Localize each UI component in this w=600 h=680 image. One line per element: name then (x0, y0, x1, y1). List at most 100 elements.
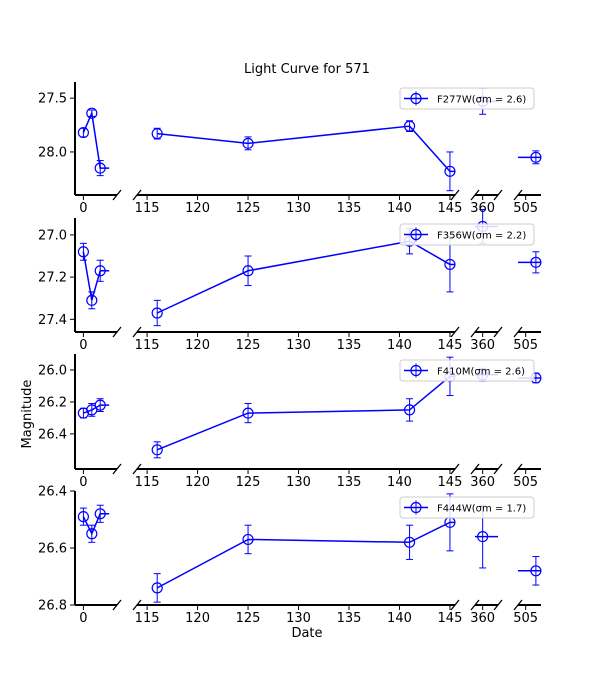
data-marker (242, 407, 254, 419)
panel-f410m: 0 115 120 125 130 135 140 145 360 505 26.0 26.2 26.4… (38, 354, 542, 490)
x-tick-label: 125 (236, 338, 261, 353)
data-marker (94, 508, 106, 520)
data-marker (530, 565, 542, 577)
chart-title: Light Curve for 571 (244, 62, 370, 77)
x-tick-label: 120 (185, 338, 210, 353)
data-point (530, 251, 542, 274)
data-marker (242, 533, 254, 546)
data-point (77, 126, 90, 139)
x-tick-label: 120 (185, 201, 210, 216)
data-marker (77, 246, 90, 258)
legend-box (399, 496, 535, 519)
x-tick-label: 505 (513, 201, 538, 216)
x-tick-label: 115 (135, 201, 160, 216)
data-point (86, 403, 98, 417)
series-line (156, 240, 455, 314)
axis-break-mark (513, 463, 523, 475)
x-tick-label: 125 (236, 611, 261, 626)
x-tick-label: 130 (286, 201, 311, 216)
y-axis-label: Magnitude (20, 380, 35, 449)
x-tick-label: 140 (387, 611, 412, 626)
series-line (82, 110, 110, 169)
x-tick-label: 140 (387, 475, 412, 490)
data-point (86, 107, 98, 119)
x-tick-label: 145 (438, 611, 463, 626)
axis-break-mark (132, 599, 142, 611)
axis-break-mark (112, 463, 122, 475)
y-tick-label: 26.2 (38, 395, 67, 410)
data-point (77, 242, 90, 261)
axis-break-mark (132, 189, 142, 201)
x-tick-label: 135 (337, 611, 362, 626)
data-marker (242, 265, 254, 277)
y-tick-label: 27.2 (38, 271, 67, 286)
axis-break-mark (493, 326, 503, 338)
series-line (156, 521, 455, 589)
data-point (530, 556, 542, 586)
axis-break-mark (450, 599, 460, 611)
data-point (94, 504, 106, 523)
data-point (444, 151, 456, 192)
legend-label: F444W(σm = 1.7) (437, 504, 526, 515)
axis-break-mark (513, 189, 523, 201)
data-marker (151, 307, 163, 319)
x-tick-label: 360 (470, 475, 495, 490)
x-tick-label: 145 (438, 475, 463, 490)
x-tick-label: 0 (79, 475, 87, 490)
axis-break-mark (450, 463, 460, 475)
x-tick-label: 505 (513, 611, 538, 626)
x-tick-label: 145 (438, 201, 463, 216)
data-point (403, 120, 416, 133)
data-marker (86, 107, 98, 119)
x-tick-label: 115 (135, 475, 160, 490)
legend-box (399, 87, 535, 110)
axis-break-mark (470, 599, 480, 611)
data-marker (477, 530, 489, 543)
data-point (94, 398, 106, 412)
axis-break-mark (493, 463, 503, 475)
x-tick-label: 130 (286, 338, 311, 353)
panels-group: 0 115 120 125 130 135 140 145 360 505 27.5 28.0 F277… (38, 82, 542, 626)
x-tick-label: 360 (470, 338, 495, 353)
x-tick-label: 120 (185, 475, 210, 490)
x-tick-label: 0 (79, 201, 87, 216)
legend: F410M(σm = 2.6) (399, 359, 535, 382)
data-point (151, 441, 163, 459)
data-marker (94, 399, 106, 411)
data-marker (403, 120, 416, 132)
legend-marker (410, 92, 422, 105)
panel-f277w: 0 115 120 125 130 135 140 145 360 505 27.5 28.0 F277… (38, 82, 542, 216)
series-line (157, 125, 455, 173)
data-point (86, 291, 98, 310)
axis-break-mark (493, 189, 503, 201)
axis-break-mark (493, 599, 503, 611)
legend-label: F410M(σm = 2.6) (437, 367, 525, 378)
y-tick-label: 26.0 (38, 363, 67, 378)
x-tick-label: 140 (387, 338, 412, 353)
data-marker (444, 258, 456, 271)
data-point (151, 573, 163, 603)
axis-break-mark (513, 599, 523, 611)
x-tick-label: 360 (470, 611, 495, 626)
x-tick-label: 505 (513, 338, 538, 353)
series-line (82, 251, 110, 301)
x-tick-label: 135 (337, 338, 362, 353)
legend-box (399, 223, 535, 246)
data-marker (444, 165, 456, 177)
data-marker (151, 128, 163, 140)
x-tick-label: 145 (438, 338, 463, 353)
data-marker (77, 126, 90, 139)
data-point (151, 127, 163, 140)
legend: F356W(σm = 2.2) (399, 223, 535, 246)
y-tick-label: 27.4 (38, 313, 67, 328)
data-marker (151, 582, 163, 594)
legend-marker (410, 364, 422, 377)
y-tick-label: 26.4 (38, 485, 67, 500)
axis-break-mark (132, 326, 142, 338)
x-tick-label: 115 (135, 338, 160, 353)
data-point (530, 150, 542, 165)
data-point (242, 136, 254, 151)
axis-break-mark (132, 463, 142, 475)
x-tick-label: 0 (79, 611, 87, 626)
